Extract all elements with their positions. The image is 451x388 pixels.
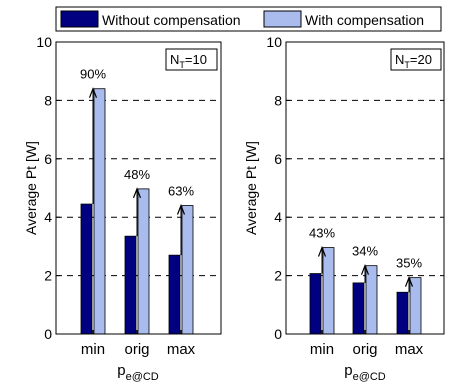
bar-with-compensation — [137, 188, 150, 335]
increase-arrow-head — [176, 203, 186, 215]
increase-label: 35% — [396, 256, 422, 271]
x-ticks-2: min orig max — [310, 330, 424, 358]
bar-with-compensation — [322, 247, 335, 335]
y-tick-label: 8 — [274, 92, 282, 108]
y-tick-label: 6 — [274, 151, 282, 167]
plot-frame-1 — [55, 41, 222, 335]
bars-1 — [80, 88, 194, 335]
y-tick-label: 0 — [44, 326, 52, 342]
legend-swatch-without — [60, 10, 99, 28]
chart-panel-2: 43% 34% 35% 0 2 4 6 8 10 min orig max NT=20 Avera… — [243, 34, 445, 383]
y-axis-label-2: Average Pt [W] — [243, 141, 259, 235]
arrows-1 — [88, 87, 186, 256]
y-tick-label: 8 — [44, 92, 52, 108]
x-tick-label: min — [310, 341, 334, 358]
x-tick-label: max — [395, 341, 424, 358]
annotation-box-1 — [165, 48, 218, 71]
y-axis-label-1: Average Pt [W] — [23, 141, 39, 235]
annotation-2: NT=20 — [395, 52, 432, 70]
annotation-box-2 — [390, 48, 442, 71]
y-tick-label: 0 — [274, 326, 282, 342]
bar-without-compensation — [396, 291, 409, 335]
increase-arrow-head — [317, 245, 327, 257]
y-tick-label: 4 — [274, 209, 282, 225]
increase-labels-1: 90% 48% 63% — [80, 67, 194, 199]
bar-without-compensation — [309, 273, 322, 335]
increase-label: 48% — [124, 167, 150, 182]
bar-with-compensation — [181, 205, 194, 335]
legend-box — [55, 6, 442, 32]
bar-without-compensation — [352, 282, 365, 335]
y-tick-label: 4 — [44, 209, 52, 225]
bar-with-compensation — [365, 265, 378, 335]
legend: Without compensation With compensation — [55, 6, 442, 32]
y-ticks-2: 0 2 4 6 8 10 — [266, 34, 290, 342]
annotation-1: NT=10 — [170, 52, 207, 70]
increase-label: 34% — [352, 244, 378, 259]
increase-arrow-head — [88, 87, 98, 98]
x-tick-label: orig — [124, 341, 149, 358]
arrows-2 — [317, 245, 414, 293]
y-tick-label: 10 — [36, 34, 52, 50]
increase-label: 90% — [80, 67, 106, 82]
y-tick-label: 2 — [274, 268, 282, 284]
x-tick-label: min — [81, 341, 105, 358]
increase-arrow-head — [132, 187, 142, 199]
bar-without-compensation — [80, 203, 93, 335]
chart-panel-1: 90% 48% 63% 0 2 4 6 8 10 min orig max NT=10 Avera… — [23, 34, 222, 383]
y-ticks-1: 0 2 4 6 8 10 — [36, 34, 60, 342]
y-tick-label: 6 — [44, 151, 52, 167]
bar-with-compensation — [93, 88, 106, 335]
bar-without-compensation — [124, 235, 137, 335]
bar-without-compensation — [168, 254, 181, 335]
x-ticks-1: min orig max — [81, 330, 196, 358]
increase-label: 43% — [309, 226, 335, 241]
increase-arrow-head — [404, 275, 414, 287]
legend-swatch-with — [263, 10, 302, 28]
y-tick-label: 10 — [266, 34, 282, 50]
x-axis-label-1: pe@CD — [117, 362, 159, 383]
increase-label: 63% — [168, 184, 194, 199]
y-tick-label: 2 — [44, 268, 52, 284]
legend-label-with: With compensation — [305, 12, 424, 28]
x-tick-label: orig — [352, 341, 377, 358]
increase-arrow-head — [360, 264, 370, 275]
x-tick-label: max — [167, 341, 196, 358]
x-axis-label-2: pe@CD — [344, 362, 386, 383]
legend-label-without: Without compensation — [102, 12, 241, 28]
increase-labels-2: 43% 34% 35% — [309, 226, 422, 271]
